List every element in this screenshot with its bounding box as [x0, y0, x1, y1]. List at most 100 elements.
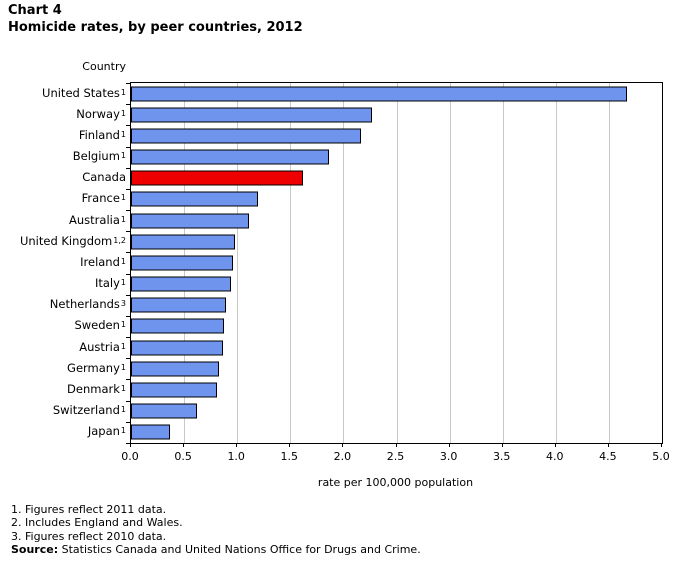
x-tick-label: 4.0 — [546, 450, 564, 463]
footnote-3: 3. Figures reflect 2010 data. — [11, 529, 167, 543]
category-label: Italy 1 — [94, 276, 126, 291]
chart-title: Homicide rates, by peer countries, 2012 — [8, 19, 303, 35]
category-label-text: Japan — [87, 424, 120, 439]
bar-row — [131, 401, 662, 422]
bar-austria — [131, 340, 224, 356]
x-tick-label: 5.0 — [652, 450, 670, 463]
y-tick-mark — [126, 337, 131, 339]
bar-row — [131, 295, 662, 316]
category-label-text: Switzerland — [52, 403, 120, 418]
bar-row — [131, 379, 662, 400]
category-label-text: Ireland — [80, 254, 120, 269]
bar-row — [131, 83, 662, 104]
x-tick-label: 3.5 — [492, 450, 511, 463]
bar-row — [131, 189, 662, 210]
y-tick-mark — [126, 167, 131, 169]
x-tick-label: 3.0 — [439, 450, 458, 463]
y-tick-mark — [126, 421, 131, 423]
bar-united-kingdom — [131, 234, 235, 250]
bar-row — [131, 337, 662, 358]
gridline — [343, 83, 345, 443]
footnotes: 1. Figures reflect 2011 data. 2. Include… — [11, 503, 421, 557]
category-label-text: United Kingdom — [19, 233, 113, 248]
x-tick-label: 1.0 — [227, 450, 245, 463]
gridline — [502, 83, 504, 443]
y-tick-mark — [126, 379, 131, 381]
category-label: Finland 1 — [78, 127, 126, 142]
x-tick-mark — [661, 443, 662, 447]
x-axis: 0.0 0.5 1.0 1.5 2.0 2.5 3.0 3.5 4.0 4.5 5.0 — [121, 443, 670, 473]
category-label-text: Denmark — [67, 381, 120, 396]
bar-france — [131, 191, 259, 207]
gridline — [237, 83, 239, 443]
category-label-text: Australia — [69, 212, 120, 227]
gridline — [396, 83, 398, 443]
x-tick-mark — [289, 443, 291, 447]
category-label-text: Netherlands — [49, 297, 120, 312]
y-tick-mark — [126, 315, 131, 317]
category-label: Germany 1 — [67, 360, 126, 375]
category-label: Switzerland 1 — [52, 403, 126, 418]
bar-row — [131, 147, 662, 168]
y-tick-mark — [126, 294, 131, 296]
y-tick-mark — [126, 358, 131, 360]
x-tick-mark — [395, 443, 397, 447]
category-label-text: Norway — [76, 106, 120, 121]
x-tick-label: 2.5 — [386, 450, 405, 463]
x-tick-mark — [130, 443, 131, 447]
bar-row — [131, 168, 662, 189]
chart-title-block: Chart 4 Homicide rates, by peer countrie… — [8, 3, 303, 36]
bar-italy — [131, 276, 231, 292]
bar-row — [131, 104, 662, 125]
y-tick-mark — [126, 188, 131, 190]
bar-row — [131, 274, 662, 295]
x-tick-label: 1.5 — [280, 450, 299, 463]
y-tick-mark — [126, 125, 131, 127]
category-label: United Kingdom 1,2 — [19, 233, 126, 248]
bar-row — [131, 358, 662, 379]
category-label-text: France — [81, 191, 120, 206]
bar-row — [131, 252, 662, 273]
x-tick-mark — [183, 443, 185, 447]
category-label-text: Austria — [79, 339, 120, 354]
gridline — [290, 83, 292, 443]
category-label: Japan 1 — [87, 424, 126, 439]
category-label: Ireland 1 — [80, 254, 126, 269]
y-tick-mark — [126, 400, 131, 402]
category-label: Norway 1 — [76, 106, 126, 121]
source-note: Source: Statistics Canada and United Nat… — [11, 543, 421, 556]
category-label-text: Germany — [67, 360, 120, 375]
x-tick-label: 2.0 — [333, 450, 352, 463]
y-axis-title: Country — [82, 60, 126, 73]
bar-united-states — [131, 86, 627, 102]
y-tick-mark — [126, 443, 131, 444]
x-tick-mark — [342, 443, 344, 447]
bar-sweden — [131, 318, 225, 334]
bar-row — [131, 231, 662, 252]
y-tick-mark — [126, 273, 131, 275]
bar-canada — [131, 170, 303, 186]
bar-switzerland — [131, 403, 197, 419]
gridline — [449, 83, 451, 443]
y-tick-mark — [126, 252, 131, 254]
chart-number: Chart 4 — [8, 3, 62, 18]
y-tick-mark — [126, 210, 131, 212]
bar-norway — [131, 107, 372, 123]
category-label: United States 1 — [42, 85, 126, 100]
category-label: France 1 — [81, 191, 126, 206]
bar-japan — [131, 424, 171, 440]
bar-ireland — [131, 255, 233, 271]
category-label-text: Finland — [78, 127, 120, 142]
x-tick-mark — [554, 443, 556, 447]
gridline — [555, 83, 557, 443]
bar-germany — [131, 361, 220, 377]
y-tick-mark — [126, 83, 131, 84]
category-label-text: Sweden — [74, 318, 120, 333]
bar-belgium — [131, 149, 330, 165]
x-tick-mark — [236, 443, 238, 447]
category-label: Denmark 1 — [67, 381, 126, 396]
x-axis-label: rate per 100,000 population — [317, 476, 474, 489]
category-label: Canada — [0, 167, 126, 188]
bar-netherlands — [131, 297, 227, 313]
